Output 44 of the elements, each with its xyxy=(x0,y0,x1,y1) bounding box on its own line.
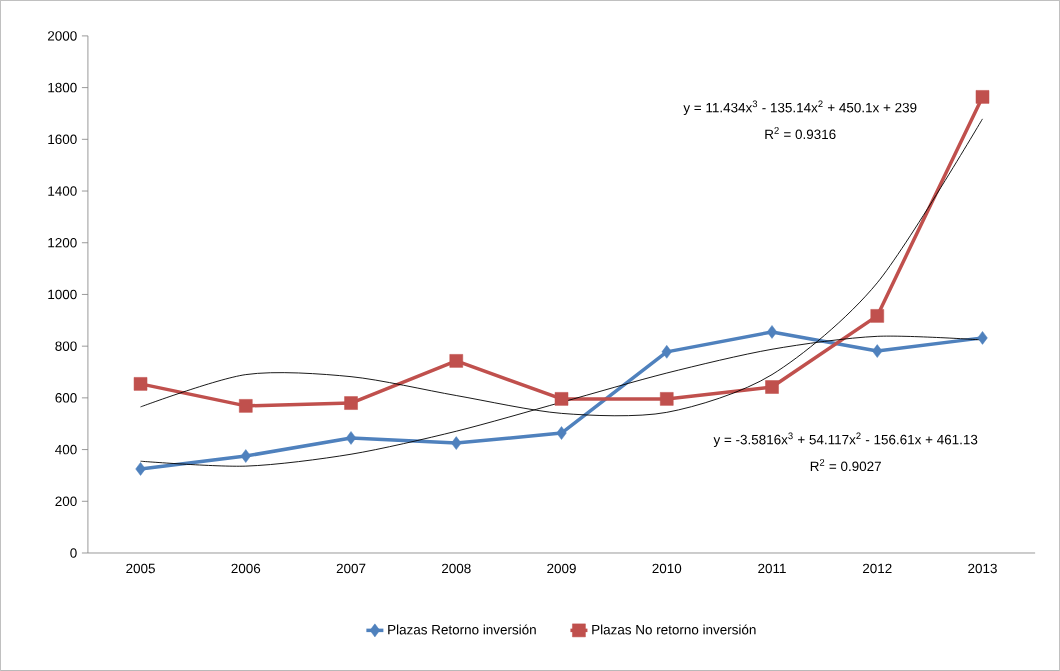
point xyxy=(870,309,884,323)
x-tick-label: 2010 xyxy=(652,563,682,574)
legend-label: Plazas No retorno inversión xyxy=(592,624,756,635)
point xyxy=(240,449,251,463)
point xyxy=(872,344,883,358)
x-tick-label: 2009 xyxy=(547,563,576,574)
point xyxy=(660,392,674,406)
y-tick-label: 1600 xyxy=(48,134,77,145)
y-tick-label: 1800 xyxy=(48,82,77,93)
point xyxy=(135,462,146,476)
y-tick-label: 800 xyxy=(55,341,77,351)
y-tick-label: 2000 xyxy=(47,31,77,41)
x-tick-label: 2006 xyxy=(231,563,261,574)
x-tick-label: 2007 xyxy=(336,563,366,574)
y-tick-label: 1000 xyxy=(48,289,77,300)
point xyxy=(451,436,462,450)
point xyxy=(977,331,988,345)
point xyxy=(449,354,464,368)
annotation: R$^{2}$ = 0.9316 xyxy=(765,127,836,140)
annotation: R$^{2}$ = 0.9027 xyxy=(810,459,881,472)
y-tick-label: 400 xyxy=(55,444,77,455)
point xyxy=(556,426,567,440)
y-tick-label: 200 xyxy=(55,496,77,507)
x-tick-label: 2012 xyxy=(862,563,892,574)
annotation: y = -3.5816x$^{3}$ + 54.117x$^{2}$ - 156.61x + 461.13 xyxy=(713,432,978,448)
point xyxy=(765,380,779,394)
x-tick-label: 2013 xyxy=(968,563,997,574)
y-tick-label: 0 xyxy=(70,548,77,558)
point xyxy=(345,431,357,445)
point xyxy=(766,325,778,339)
point xyxy=(554,392,569,406)
x-tick-label: 2005 xyxy=(126,563,155,574)
x-tick-label: 2011 xyxy=(758,563,786,574)
legend-label: Plazas Retorno inversión xyxy=(388,624,536,635)
point xyxy=(975,90,990,104)
y-tick-label: 1200 xyxy=(48,238,77,248)
y-tick-label: 600 xyxy=(55,393,77,403)
point xyxy=(344,396,358,410)
y-tick-label: 1400 xyxy=(48,186,77,196)
point xyxy=(661,345,672,359)
annotation: y = 11.434x$^{3}$ - 135.14x$^{2}$ + 450.1x + 239 xyxy=(683,100,917,116)
x-tick-label: 2008 xyxy=(441,563,471,574)
point xyxy=(239,399,253,413)
point xyxy=(133,377,148,391)
